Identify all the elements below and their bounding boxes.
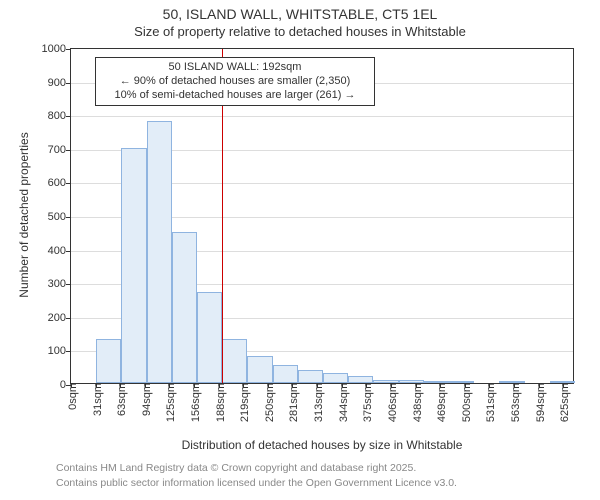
xtick-label: 438sqm	[408, 383, 424, 422]
histogram-bar	[348, 376, 373, 383]
xtick-label: 125sqm	[161, 383, 177, 422]
xtick-label: 250sqm	[260, 383, 276, 422]
ytick-label: 700	[48, 144, 71, 156]
xtick-label: 94sqm	[137, 383, 153, 416]
xtick-label: 406sqm	[383, 383, 399, 422]
histogram-bar	[222, 339, 247, 383]
histogram-bar	[172, 232, 197, 383]
xtick-label: 375sqm	[358, 383, 374, 422]
x-axis-label: Distribution of detached houses by size …	[70, 438, 574, 452]
histogram-bar	[121, 148, 146, 383]
xtick-label: 500sqm	[457, 383, 473, 422]
annotation-line3: 10% of semi-detached houses are larger (…	[102, 89, 368, 103]
xtick-label: 531sqm	[481, 383, 497, 422]
histogram-bar	[273, 365, 298, 383]
footer-line2: Contains public sector information licen…	[0, 477, 600, 489]
histogram-bar	[147, 121, 172, 383]
annotation-box: 50 ISLAND WALL: 192sqm ← 90% of detached…	[95, 57, 375, 106]
xtick-label: 594sqm	[531, 383, 547, 422]
xtick-label: 313sqm	[309, 383, 325, 422]
xtick-label: 0sqm	[63, 383, 79, 410]
gridline	[71, 116, 573, 117]
xtick-label: 281sqm	[284, 383, 300, 422]
histogram-bar	[96, 339, 121, 383]
annotation-line2: ← 90% of detached houses are smaller (2,…	[102, 75, 368, 89]
xtick-label: 219sqm	[235, 383, 251, 422]
plot-area: 010020030040050060070080090010000sqm31sq…	[70, 48, 574, 384]
xtick-label: 625sqm	[555, 383, 571, 422]
ytick-label: 1000	[42, 43, 71, 55]
ytick-label: 100	[48, 345, 71, 357]
xtick-label: 563sqm	[506, 383, 522, 422]
annotation-line1: 50 ISLAND WALL: 192sqm	[102, 61, 368, 75]
ytick-label: 900	[48, 77, 71, 89]
chart-container: 50, ISLAND WALL, WHITSTABLE, CT5 1EL Siz…	[0, 0, 600, 500]
ytick-label: 800	[48, 110, 71, 122]
ytick-label: 500	[48, 211, 71, 223]
footer-line1: Contains HM Land Registry data © Crown c…	[0, 462, 600, 474]
histogram-bar	[323, 373, 348, 383]
xtick-label: 469sqm	[432, 383, 448, 422]
xtick-label: 188sqm	[211, 383, 227, 422]
y-axis-label: Number of detached properties	[17, 115, 31, 315]
chart-title-line2: Size of property relative to detached ho…	[0, 24, 600, 39]
xtick-label: 344sqm	[334, 383, 350, 422]
chart-title-line1: 50, ISLAND WALL, WHITSTABLE, CT5 1EL	[0, 6, 600, 22]
xtick-label: 31sqm	[88, 383, 104, 416]
ytick-label: 200	[48, 312, 71, 324]
xtick-label: 63sqm	[112, 383, 128, 416]
histogram-bar	[298, 370, 323, 383]
ytick-label: 300	[48, 278, 71, 290]
ytick-label: 600	[48, 177, 71, 189]
ytick-label: 400	[48, 245, 71, 257]
histogram-bar	[247, 356, 272, 383]
xtick-label: 156sqm	[186, 383, 202, 422]
histogram-bar	[197, 292, 222, 383]
